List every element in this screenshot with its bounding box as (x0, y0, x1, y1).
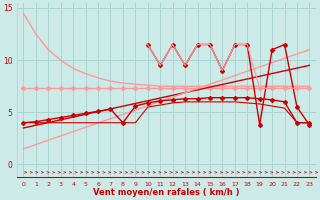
X-axis label: Vent moyen/en rafales ( km/h ): Vent moyen/en rafales ( km/h ) (93, 188, 240, 197)
